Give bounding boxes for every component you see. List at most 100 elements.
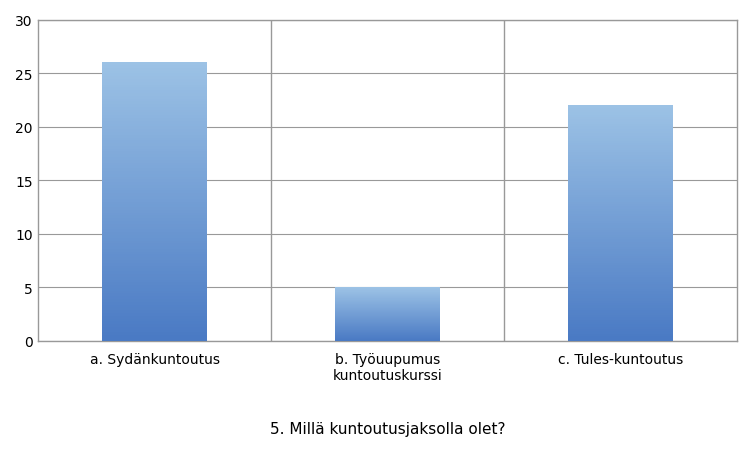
Bar <box>102 83 207 85</box>
Bar <box>102 110 207 113</box>
Bar <box>102 227 207 230</box>
Bar <box>335 290 440 291</box>
Bar <box>102 124 207 127</box>
Bar <box>102 105 207 108</box>
Bar <box>102 224 207 227</box>
Bar <box>102 108 207 110</box>
Bar <box>335 333 440 334</box>
Bar <box>568 254 673 257</box>
Bar <box>102 299 207 302</box>
Bar <box>102 294 207 297</box>
Bar <box>568 155 673 158</box>
Bar <box>568 301 673 304</box>
Bar <box>335 291 440 292</box>
Bar <box>102 338 207 341</box>
Bar <box>102 258 207 261</box>
Bar <box>568 306 673 308</box>
Bar <box>335 301 440 302</box>
Bar <box>568 249 673 252</box>
Bar <box>568 273 673 275</box>
Bar <box>102 221 207 224</box>
Bar <box>335 325 440 326</box>
Bar <box>568 167 673 170</box>
Bar <box>335 298 440 299</box>
Bar <box>568 219 673 221</box>
Bar <box>102 69 207 72</box>
Bar <box>568 141 673 143</box>
Bar <box>568 308 673 310</box>
Bar <box>102 233 207 235</box>
Bar <box>102 91 207 94</box>
Bar <box>568 120 673 122</box>
Bar <box>568 200 673 202</box>
Bar <box>102 324 207 327</box>
Bar <box>102 80 207 83</box>
Bar <box>102 247 207 249</box>
Bar <box>102 316 207 319</box>
Bar <box>335 295 440 296</box>
Bar <box>335 315 440 316</box>
Bar <box>102 177 207 180</box>
Bar <box>568 233 673 235</box>
Bar <box>568 188 673 191</box>
Bar <box>568 290 673 292</box>
Bar <box>335 332 440 333</box>
Bar <box>335 316 440 317</box>
Bar <box>102 249 207 252</box>
Bar <box>568 226 673 228</box>
Bar <box>335 322 440 323</box>
Bar <box>568 336 673 339</box>
Bar <box>568 134 673 137</box>
Bar <box>102 283 207 285</box>
Bar <box>568 221 673 224</box>
Bar <box>568 331 673 334</box>
Bar <box>568 252 673 254</box>
Bar <box>102 127 207 130</box>
Bar <box>102 169 207 171</box>
Bar <box>102 66 207 69</box>
Bar <box>102 263 207 266</box>
Bar <box>102 138 207 141</box>
Bar <box>102 230 207 233</box>
Bar <box>335 306 440 307</box>
Bar <box>335 293 440 294</box>
Bar <box>335 300 440 301</box>
Bar <box>568 170 673 172</box>
Bar <box>102 175 207 177</box>
Bar <box>335 320 440 321</box>
Bar <box>102 322 207 324</box>
Bar <box>102 261 207 263</box>
Bar <box>102 63 207 66</box>
Bar <box>335 318 440 319</box>
Bar <box>335 340 440 341</box>
Bar <box>568 292 673 294</box>
Bar <box>335 309 440 310</box>
Bar <box>102 122 207 124</box>
Bar <box>102 191 207 194</box>
Bar <box>335 337 440 338</box>
Bar <box>568 132 673 134</box>
Bar <box>102 319 207 322</box>
Bar <box>568 334 673 336</box>
Bar <box>102 149 207 152</box>
Bar <box>335 321 440 322</box>
Bar <box>568 275 673 277</box>
Bar <box>335 305 440 306</box>
Bar <box>335 330 440 331</box>
Bar <box>102 202 207 205</box>
Bar <box>568 282 673 285</box>
Bar <box>568 198 673 200</box>
Bar <box>102 161 207 163</box>
Bar <box>335 338 440 339</box>
Bar <box>335 292 440 293</box>
Bar <box>335 329 440 330</box>
Bar <box>102 336 207 338</box>
Bar <box>568 242 673 244</box>
Bar <box>568 146 673 148</box>
Bar <box>335 317 440 318</box>
Bar <box>568 271 673 273</box>
Bar <box>102 199 207 202</box>
Bar <box>568 261 673 263</box>
Bar <box>335 296 440 297</box>
Bar <box>102 216 207 219</box>
